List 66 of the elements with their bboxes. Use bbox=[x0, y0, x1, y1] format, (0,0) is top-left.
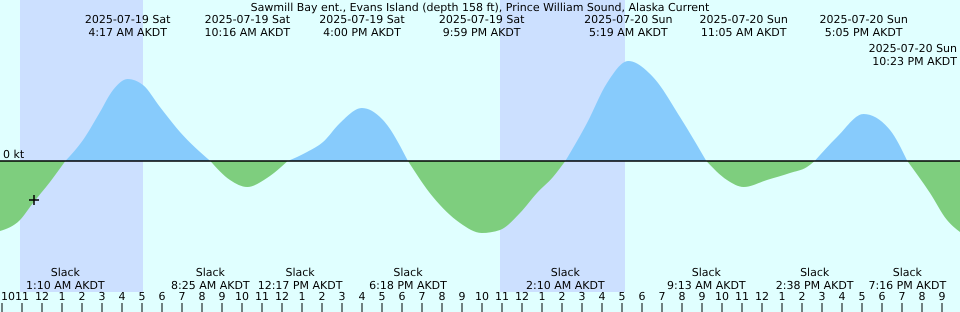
x-tick-label: 4 bbox=[358, 290, 366, 303]
x-tick-label: 7 bbox=[418, 290, 426, 303]
x-tick-label: 2 bbox=[78, 290, 86, 303]
text: 2025-07-20 Sun 5:05 PM AKDT bbox=[819, 13, 908, 39]
x-tick-label: 6 bbox=[398, 290, 406, 303]
x-tick-label: 2 bbox=[318, 290, 326, 303]
x-tick-label: 4 bbox=[838, 290, 846, 303]
x-tick-label: 8 bbox=[198, 290, 206, 303]
x-tick-label: 11 bbox=[495, 290, 509, 303]
x-tick-label: 10 bbox=[475, 290, 489, 303]
x-tick-label: 8 bbox=[678, 290, 686, 303]
x-tick-label: 8 bbox=[438, 290, 446, 303]
x-tick-label: 9 bbox=[458, 290, 466, 303]
x-tick-label: 3 bbox=[578, 290, 586, 303]
text: Slack 8:25 AM AKDT bbox=[171, 266, 250, 292]
text: Slack 1:10 AM AKDT bbox=[26, 266, 105, 292]
x-tick-label: 5 bbox=[858, 290, 866, 303]
x-tick-label: 12 bbox=[755, 290, 769, 303]
x-tick-label: 2 bbox=[798, 290, 806, 303]
text: Slack 6:18 PM AKDT bbox=[369, 266, 448, 292]
x-tick-label: 10 bbox=[235, 290, 249, 303]
x-tick-label: 11 bbox=[255, 290, 269, 303]
x-tick-label: 12 bbox=[35, 290, 49, 303]
x-tick-label: 3 bbox=[818, 290, 826, 303]
x-tick-label: 12 bbox=[275, 290, 289, 303]
text: Slack 7:16 PM AKDT bbox=[868, 266, 946, 292]
x-tick-label: 6 bbox=[878, 290, 886, 303]
x-tick-label: 2 bbox=[558, 290, 566, 303]
x-tick-label: 12 bbox=[515, 290, 529, 303]
x-tick-label: 9 bbox=[938, 290, 946, 303]
x-tick-label: 9 bbox=[218, 290, 226, 303]
chart-title: Sawmill Bay ent., Evans Island (depth 158 ft), Prince William Sound, Alaska Current bbox=[250, 1, 710, 14]
x-tick-label: 1 bbox=[538, 290, 546, 303]
x-tick-label: 7 bbox=[898, 290, 906, 303]
annotation: 2025-07-20 Sun 10:23 PM AKDT bbox=[868, 42, 958, 68]
x-tick-label: 7 bbox=[658, 290, 666, 303]
x-tick-label: 11 bbox=[15, 290, 29, 303]
text: 2025-07-19 Sat 10:16 AM AKDT bbox=[204, 13, 291, 39]
x-tick-label: 1 bbox=[778, 290, 786, 303]
x-tick-label: 10 bbox=[1, 290, 15, 303]
text: 2025-07-19 Sat 4:17 AM AKDT bbox=[84, 13, 172, 39]
x-tick-label: 11 bbox=[735, 290, 749, 303]
x-tick-label: 4 bbox=[598, 290, 606, 303]
x-tick-label: 5 bbox=[618, 290, 626, 303]
x-tick-label: 3 bbox=[338, 290, 346, 303]
x-tick-label: 10 bbox=[715, 290, 729, 303]
x-tick-label: 6 bbox=[638, 290, 646, 303]
x-tick-label: 5 bbox=[378, 290, 386, 303]
x-tick-label: 8 bbox=[918, 290, 926, 303]
x-tick-label: 7 bbox=[178, 290, 186, 303]
text: 2025-07-20 Sun 11:05 AM AKDT bbox=[699, 13, 788, 39]
x-tick-label: 5 bbox=[138, 290, 146, 303]
text: 2025-07-20 Sun 5:19 AM AKDT bbox=[584, 13, 673, 39]
text: 2025-07-19 Sat 9:59 PM AKDT bbox=[438, 13, 526, 39]
ref-line-label: 0 kt bbox=[3, 148, 25, 161]
text: Slack 2:10 AM AKDT bbox=[526, 266, 605, 292]
x-tick-label: 4 bbox=[118, 290, 126, 303]
x-tick-label: 3 bbox=[98, 290, 106, 303]
x-tick-label: 1 bbox=[58, 290, 66, 303]
x-tick-label: 1 bbox=[298, 290, 306, 303]
text: 2025-07-19 Sat 4:00 PM AKDT bbox=[319, 13, 406, 39]
text: Slack 12:17 PM AKDT bbox=[258, 266, 343, 292]
x-tick-label: 9 bbox=[698, 290, 706, 303]
x-tick-label: 6 bbox=[158, 290, 166, 303]
text: Slack 2:38 PM AKDT bbox=[776, 266, 854, 292]
text: Slack 9:13 AM AKDT bbox=[667, 266, 746, 292]
